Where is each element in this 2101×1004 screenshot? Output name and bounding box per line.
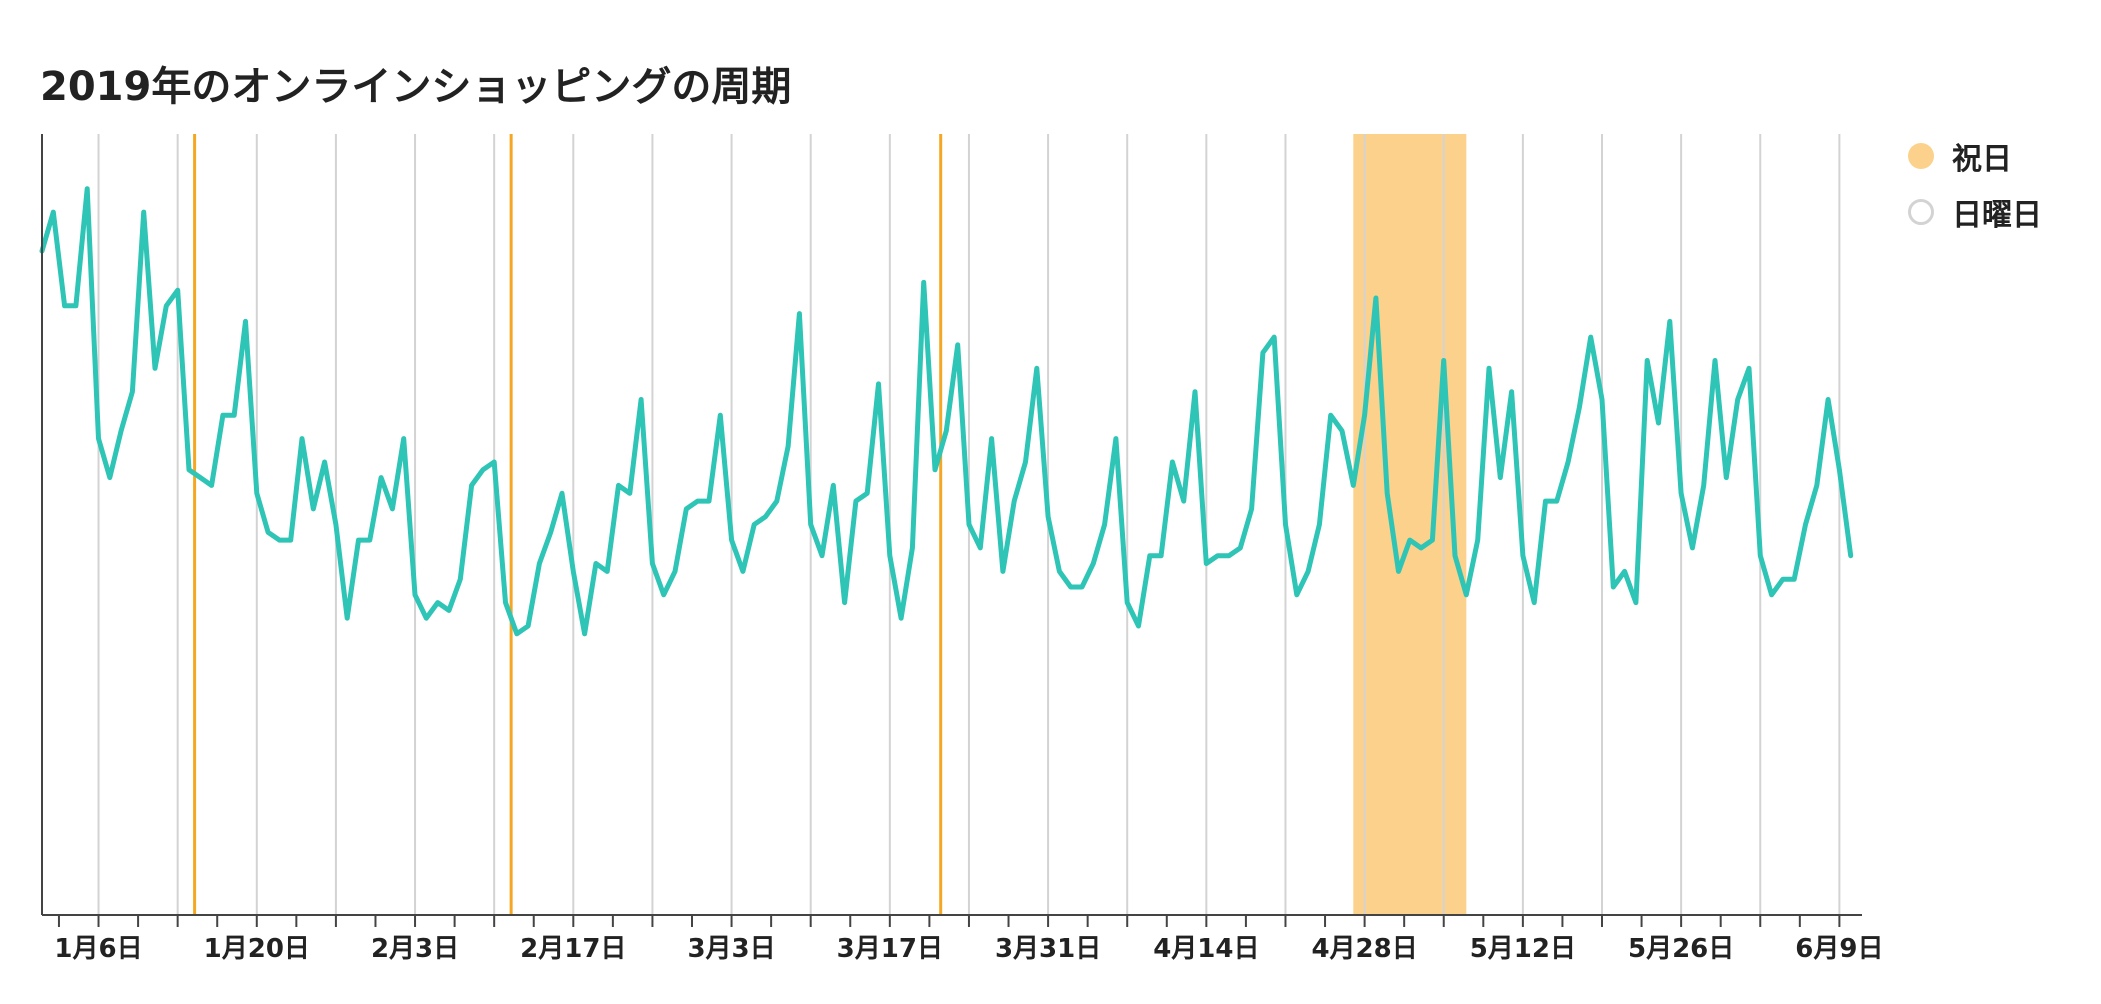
x-axis [41, 134, 1862, 927]
holiday-swatch-icon [1908, 143, 1934, 169]
series-line [39, 186, 1854, 637]
x-tick-label: 4月14日 [1153, 934, 1259, 964]
x-tick-labels: 1月6日 1月20日 2月3日 2月17日 3月3日 3月17日 3月31日 4月14日 4月2… [54, 934, 1883, 964]
legend-label-sunday: 日曜日 [1952, 198, 2042, 233]
x-tick-label: 1月6日 [54, 934, 142, 964]
x-tick-label: 6月9日 [1795, 934, 1883, 964]
holiday-layer [1353, 134, 1467, 915]
x-tick-label: 3月17日 [837, 934, 943, 964]
x-tick-label: 5月26日 [1628, 934, 1734, 964]
holiday-band [1353, 134, 1467, 915]
x-tick-label: 3月31日 [995, 934, 1101, 964]
legend-item-holiday[interactable]: 祝日 [1908, 128, 2042, 184]
legend: 祝日 日曜日 [1908, 128, 2042, 240]
x-tick-label: 4月28日 [1311, 934, 1417, 964]
chart-title: 2019年のオンラインショッピングの周期 [40, 64, 792, 110]
legend-label-holiday: 祝日 [1952, 142, 2012, 177]
sunday-swatch-icon [1908, 199, 1934, 225]
x-tick-label: 5月12日 [1470, 934, 1576, 964]
x-tick-label: 3月3日 [687, 934, 775, 964]
legend-item-sunday[interactable]: 日曜日 [1908, 184, 2042, 240]
x-tick-label: 2月3日 [371, 934, 459, 964]
x-tick-label: 1月20日 [204, 934, 310, 964]
x-tick-label: 2月17日 [520, 934, 626, 964]
